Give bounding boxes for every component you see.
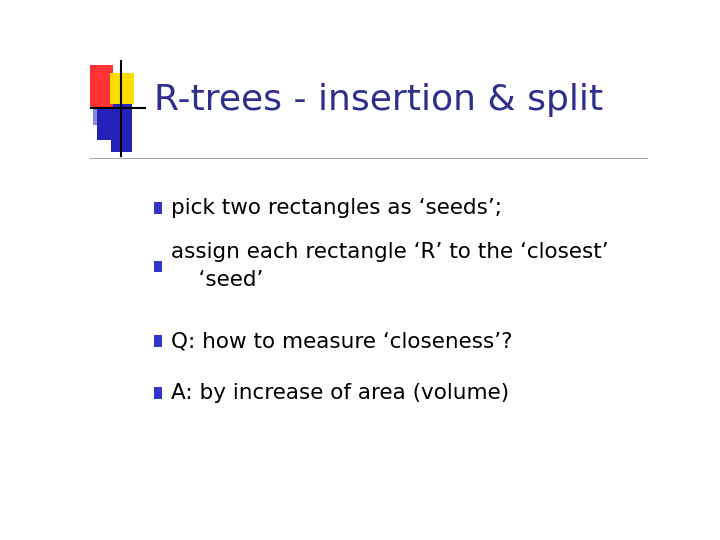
Bar (154, 335, 162, 347)
Text: assign each rectangle ‘R’ to the ‘closest’
    ‘seed’: assign each rectangle ‘R’ to the ‘closes… (171, 242, 608, 291)
Bar (154, 202, 162, 214)
Bar (97, 84, 114, 140)
Bar (154, 261, 162, 272)
Bar (90, 65, 114, 109)
Text: A: by increase of area (volume): A: by increase of area (volume) (171, 383, 509, 403)
Bar (110, 73, 133, 104)
Bar (154, 388, 162, 399)
Bar (111, 84, 132, 152)
Text: pick two rectangles as ‘seeds’;: pick two rectangles as ‘seeds’; (171, 198, 502, 218)
Text: Q: how to measure ‘closeness’?: Q: how to measure ‘closeness’? (171, 332, 513, 352)
Text: R-trees - insertion & split: R-trees - insertion & split (154, 83, 603, 117)
Bar (93, 84, 111, 125)
